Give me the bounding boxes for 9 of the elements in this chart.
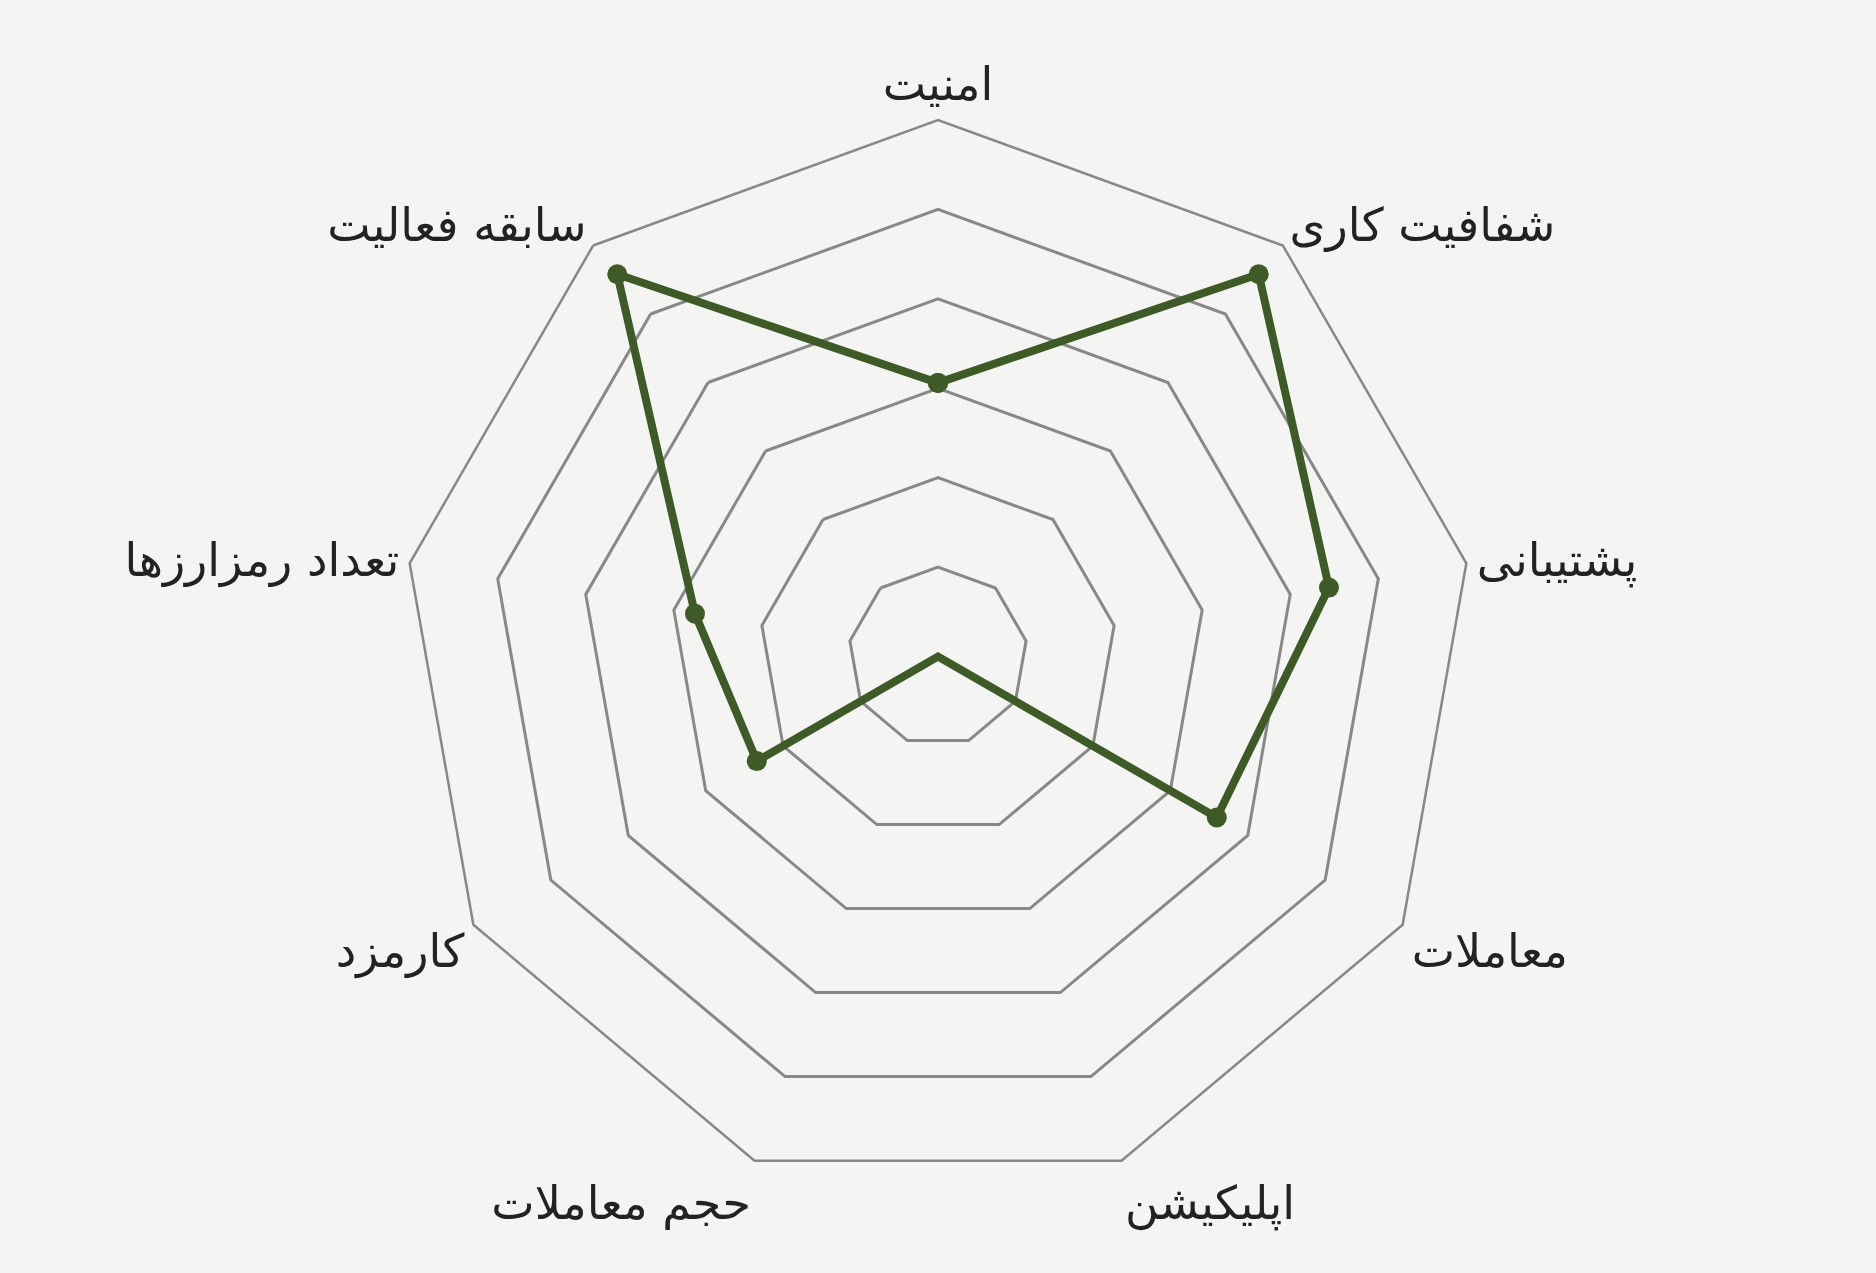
spoke-label: شفافیت کاری bbox=[1289, 197, 1556, 252]
spoke-label: اپلیکیشن bbox=[1125, 1176, 1296, 1232]
spoke-label: پشتیبانی bbox=[1476, 532, 1638, 588]
spoke-label: سابقه فعالیت bbox=[327, 197, 587, 252]
spoke-label: حجم معاملات bbox=[491, 1176, 751, 1231]
spoke-label: تعداد رمزارزها bbox=[124, 532, 400, 588]
spoke-label: معاملات bbox=[1411, 923, 1568, 978]
spoke-label: کارمزد bbox=[335, 923, 465, 979]
spoke-label: امنیت bbox=[882, 57, 994, 112]
